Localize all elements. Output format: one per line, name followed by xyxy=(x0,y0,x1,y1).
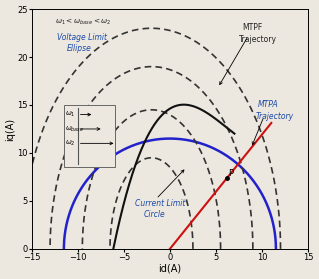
Text: Circle: Circle xyxy=(144,210,166,219)
Text: $\omega_1 < \omega_{base} < \omega_2$: $\omega_1 < \omega_{base} < \omega_2$ xyxy=(55,16,111,27)
Text: $\omega_{base}$: $\omega_{base}$ xyxy=(65,124,84,134)
Text: Trajectory: Trajectory xyxy=(256,112,294,121)
Y-axis label: iq(A): iq(A) xyxy=(5,117,16,141)
Text: Ellipse: Ellipse xyxy=(67,44,92,53)
Text: P: P xyxy=(228,169,234,179)
Text: Trajectory: Trajectory xyxy=(239,35,277,44)
Text: MTPF: MTPF xyxy=(242,23,262,32)
Text: Voltage Limit: Voltage Limit xyxy=(57,33,108,42)
Text: $\omega_1$: $\omega_1$ xyxy=(65,110,75,119)
Bar xyxy=(64,105,115,167)
X-axis label: id(A): id(A) xyxy=(158,263,182,273)
Text: Current Limit: Current Limit xyxy=(135,199,185,208)
Text: MTPA: MTPA xyxy=(257,100,278,109)
Text: $\omega_2$: $\omega_2$ xyxy=(65,139,75,148)
